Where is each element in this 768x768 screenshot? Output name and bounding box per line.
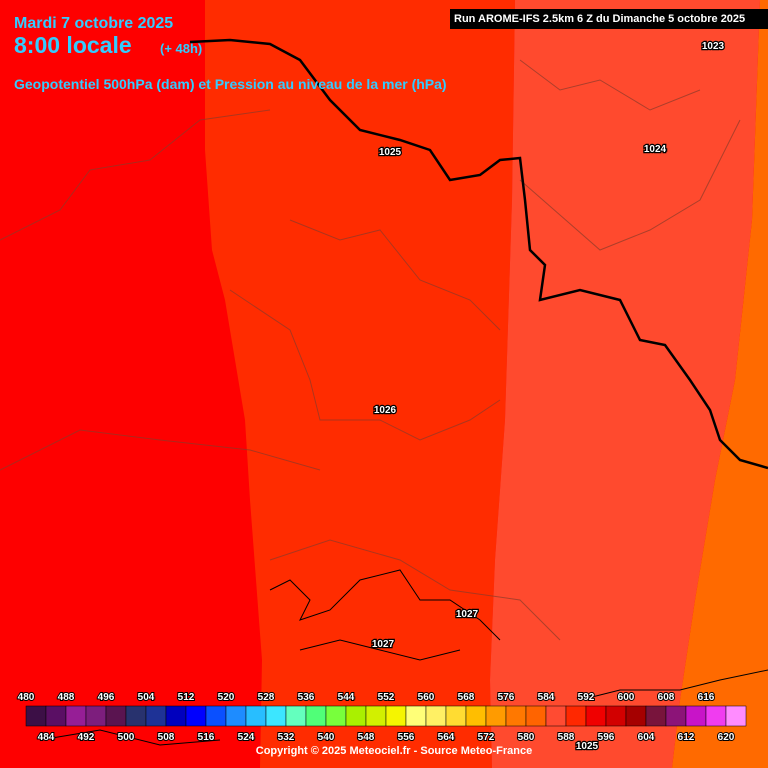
- color-swatch: [385, 705, 407, 727]
- color-swatch: [625, 705, 647, 727]
- color-swatch: [45, 705, 67, 727]
- color-swatch: [225, 705, 247, 727]
- legend-label: 596: [598, 732, 615, 743]
- region-borders: [0, 59, 741, 641]
- parameter: Geopotentiel 500hPa (dam) et Pression au…: [14, 76, 447, 92]
- legend-label: 580: [518, 732, 535, 743]
- legend-label: 612: [678, 732, 695, 743]
- color-swatch: [685, 705, 707, 727]
- legend-label: 608: [658, 692, 675, 703]
- isobar-label: 1025: [576, 741, 599, 752]
- isobar-label: 1025: [379, 147, 402, 158]
- legend-label: 584: [538, 692, 555, 703]
- legend-label: 552: [378, 692, 395, 703]
- color-swatch: [345, 705, 367, 727]
- band-far-right: [672, 0, 768, 768]
- color-swatch: [205, 705, 227, 727]
- color-swatch: [105, 705, 127, 727]
- legend-label: 620: [718, 732, 735, 743]
- legend-label: 592: [578, 692, 595, 703]
- legend-label: 556: [398, 732, 415, 743]
- band-middle: [205, 0, 515, 768]
- color-swatch: [565, 705, 587, 727]
- band-right: [490, 0, 760, 768]
- color-swatch: [185, 705, 207, 727]
- run-box: [450, 9, 768, 29]
- legend-label: 588: [558, 732, 575, 743]
- color-swatch: [605, 705, 627, 727]
- isobar-label: 1027: [372, 639, 395, 650]
- color-swatch: [265, 705, 287, 727]
- color-swatch: [85, 705, 107, 727]
- color-swatch: [405, 705, 427, 727]
- legend-label: 548: [358, 732, 375, 743]
- color-swatch: [585, 705, 607, 727]
- legend-label: 508: [158, 732, 175, 743]
- legend-label: 484: [38, 732, 55, 743]
- legend-label: 544: [338, 692, 355, 703]
- copyright: Copyright © 2025 Meteociel.fr - Source M…: [256, 745, 532, 757]
- legend-label: 616: [698, 692, 715, 703]
- run-info: Run AROME-IFS 2.5km 6 Z du Dimanche 5 oc…: [454, 13, 745, 25]
- color-swatch: [285, 705, 307, 727]
- legend-label: 528: [258, 692, 275, 703]
- color-swatch: [425, 705, 447, 727]
- legend-label: 540: [318, 732, 335, 743]
- legend-label: 480: [18, 692, 35, 703]
- lead-time: (+ 48h): [160, 41, 202, 56]
- isobar-label: 1024: [644, 144, 667, 155]
- color-swatch: [645, 705, 667, 727]
- color-swatch: [245, 705, 267, 727]
- color-swatch: [145, 705, 167, 727]
- legend-label: 600: [618, 692, 635, 703]
- color-swatch: [725, 705, 747, 727]
- legend-label: 512: [178, 692, 195, 703]
- isobar-label: 1023: [702, 41, 725, 52]
- color-swatch: [705, 705, 727, 727]
- legend-label: 492: [78, 732, 95, 743]
- country-border: [189, 38, 768, 470]
- isobar-label: 1027: [456, 609, 479, 620]
- legend-label: 524: [238, 732, 255, 743]
- time: 8:00 locale: [14, 32, 132, 58]
- colorbar: 480 488 496 504 512 520 528 536 544 552 560 568 576 5…: [17, 691, 747, 744]
- color-swatch: [545, 705, 567, 727]
- legend-label: 500: [118, 732, 135, 743]
- legend-label: 520: [218, 692, 235, 703]
- legend-label: 568: [458, 692, 475, 703]
- legend-label: 576: [498, 692, 515, 703]
- coastlines: [39, 569, 768, 746]
- legend-label: 488: [58, 692, 75, 703]
- color-swatch: [485, 705, 507, 727]
- color-swatch: [325, 705, 347, 727]
- color-swatch: [525, 705, 547, 727]
- color-swatch: [665, 705, 687, 727]
- color-swatch: [65, 705, 87, 727]
- legend-label: 564: [438, 732, 455, 743]
- color-swatch: [465, 705, 487, 727]
- color-swatch: [25, 705, 47, 727]
- color-swatch: [445, 705, 467, 727]
- legend-label: 560: [418, 692, 435, 703]
- color-swatch: [365, 705, 387, 727]
- date: Mardi 7 octobre 2025: [14, 15, 173, 32]
- color-swatch: [305, 705, 327, 727]
- legend-label: 496: [98, 692, 115, 703]
- isobar-label: 1026: [374, 405, 397, 416]
- legend-label: 516: [198, 732, 215, 743]
- legend-label: 572: [478, 732, 495, 743]
- legend-label: 604: [638, 732, 655, 743]
- color-swatch: [505, 705, 527, 727]
- color-swatch: [125, 705, 147, 727]
- legend-label: 532: [278, 732, 295, 743]
- legend-label: 504: [138, 692, 155, 703]
- legend-label: 536: [298, 692, 315, 703]
- color-swatch: [165, 705, 187, 727]
